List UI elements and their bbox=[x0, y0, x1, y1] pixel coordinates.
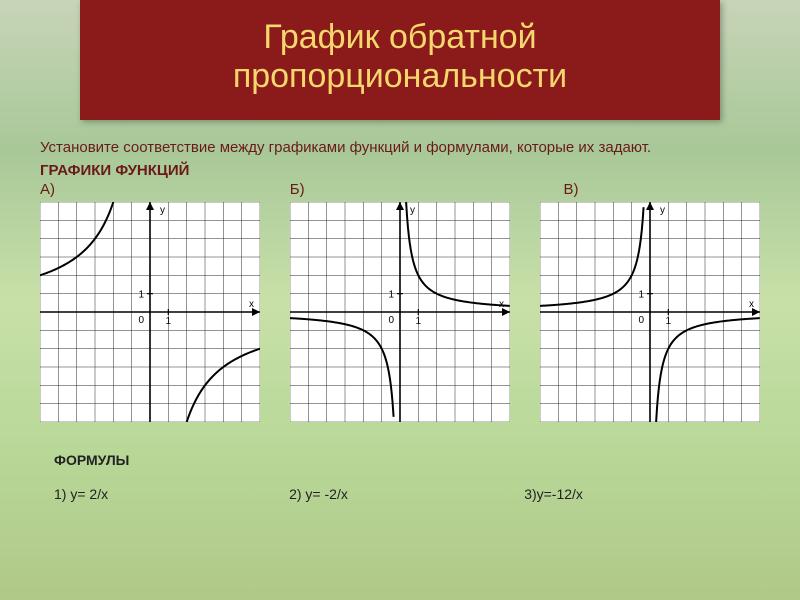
formula-1: 1) y= 2/x bbox=[54, 486, 289, 502]
label-a: А) bbox=[40, 181, 280, 198]
formulas-heading: ФОРМУЛЫ bbox=[40, 452, 760, 468]
chart-v: 0 1 1 x y bbox=[540, 202, 760, 422]
svg-text:0: 0 bbox=[638, 315, 644, 326]
svg-text:y: y bbox=[410, 205, 415, 216]
formulas-row: 1) y= 2/x 2) y= -2/x 3)y=-12/x bbox=[40, 486, 760, 502]
svg-text:0: 0 bbox=[388, 315, 394, 326]
svg-text:1: 1 bbox=[166, 316, 172, 327]
svg-text:x: x bbox=[749, 299, 754, 310]
formula-3: 3)y=-12/x bbox=[524, 486, 759, 502]
svg-text:1: 1 bbox=[638, 290, 644, 301]
chart-a: 0 1 1 x у bbox=[40, 202, 260, 422]
graphs-heading: ГРАФИКИ ФУНКЦИЙ bbox=[40, 162, 760, 179]
svg-text:x: x bbox=[249, 299, 254, 310]
svg-text:1: 1 bbox=[388, 290, 394, 301]
svg-text:1: 1 bbox=[416, 316, 422, 327]
formula-2: 2) y= -2/x bbox=[289, 486, 524, 502]
charts-row: 0 1 1 x у 0 1 1 x y 0 1 1 x y bbox=[40, 202, 760, 422]
svg-text:y: y bbox=[660, 205, 665, 216]
svg-text:1: 1 bbox=[666, 316, 672, 327]
label-b: Б) bbox=[280, 181, 520, 198]
content: Установите соответствие между графиками … bbox=[0, 120, 800, 502]
title-line-1: График обратной bbox=[263, 18, 536, 56]
instruction-text: Установите соответствие между графиками … bbox=[40, 138, 760, 158]
label-v: В) bbox=[520, 181, 760, 198]
slide-title: График обратной пропорциональности bbox=[80, 0, 720, 120]
svg-text:0: 0 bbox=[138, 315, 144, 326]
graph-letters-row: А) Б) В) bbox=[40, 181, 760, 198]
title-line-2: пропорциональности bbox=[233, 57, 567, 95]
svg-text:у: у bbox=[160, 205, 165, 216]
chart-b: 011xy bbox=[290, 202, 510, 422]
svg-text:1: 1 bbox=[138, 290, 144, 301]
